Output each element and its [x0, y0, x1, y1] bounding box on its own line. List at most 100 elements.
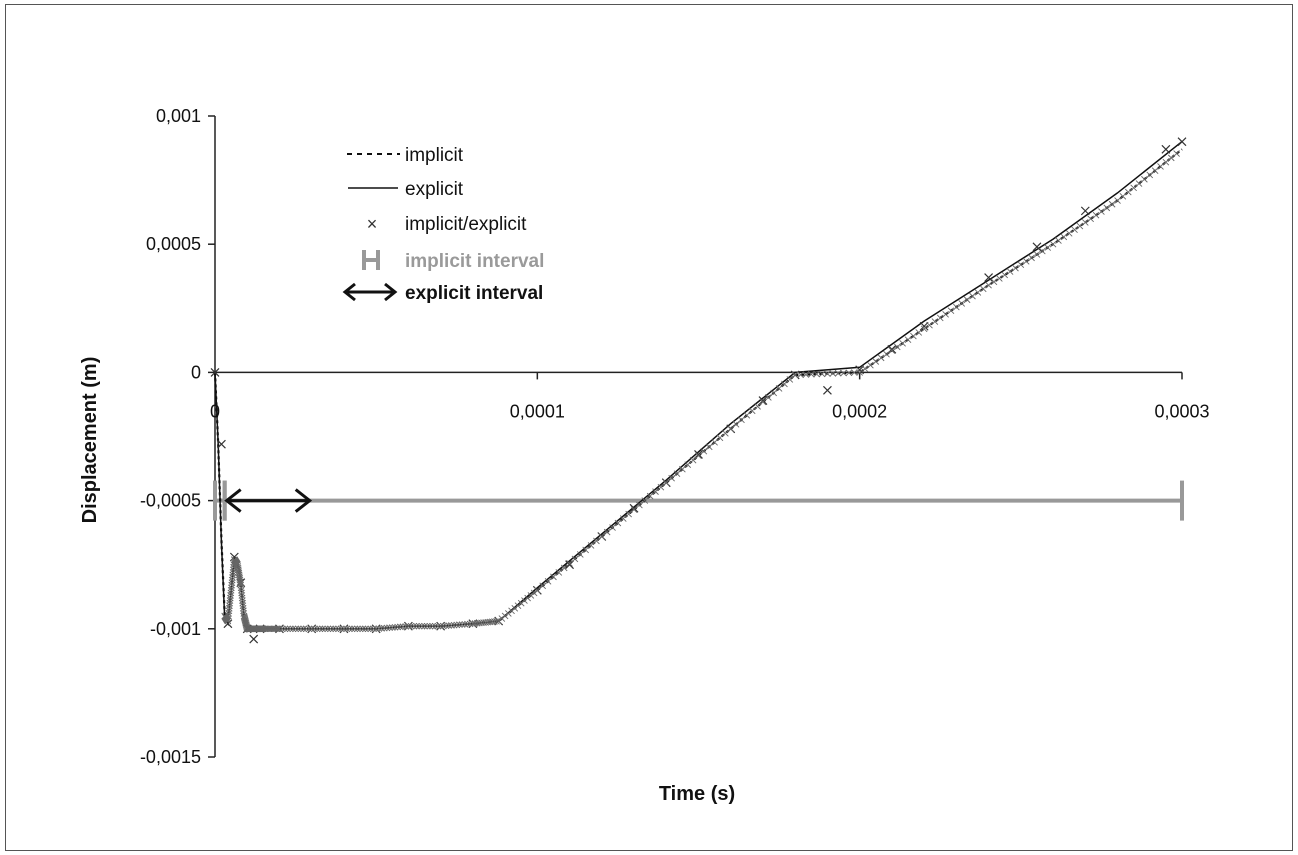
- legend-swatch-cross-icon: ×: [367, 214, 378, 234]
- data-point-marker: [313, 625, 321, 633]
- data-point-marker: [1103, 204, 1111, 212]
- data-point-marker: [550, 573, 557, 581]
- data-point-marker: [437, 622, 444, 630]
- data-point-marker: [775, 385, 783, 392]
- data-point-marker: [807, 371, 815, 378]
- data-point-marker: [1039, 247, 1046, 255]
- data-point-marker: [345, 625, 353, 633]
- data-point-marker: [311, 625, 318, 633]
- data-point-marker: [1108, 200, 1116, 208]
- y-tick-label: -0,0015: [140, 747, 201, 767]
- series-lines: [213, 141, 1183, 633]
- data-point-marker: [354, 625, 361, 633]
- data-point-marker: [394, 623, 401, 631]
- data-point-marker: [273, 625, 281, 633]
- data-point-marker: [899, 340, 906, 347]
- data-point-marker: [391, 623, 399, 631]
- data-point-marker: [364, 625, 372, 633]
- data-point-marker: [716, 434, 724, 442]
- data-point-marker: [705, 443, 713, 451]
- data-point-marker: [684, 461, 692, 469]
- data-point-marker: [963, 296, 971, 304]
- data-point-marker: [823, 385, 832, 395]
- data-point-marker: [372, 625, 380, 633]
- data-point-marker: [1022, 257, 1030, 265]
- data-point-marker: [765, 394, 772, 401]
- data-point-marker: [340, 625, 348, 633]
- data-point-marker: [249, 634, 259, 644]
- legend-swatch-implicit-interval-icon: [362, 250, 380, 270]
- data-point-marker: [582, 546, 590, 554]
- data-point-marker: [530, 589, 538, 597]
- data-point-marker: [571, 555, 579, 563]
- data-point-marker: [1098, 208, 1105, 215]
- data-point-marker: [367, 625, 375, 633]
- data-point-marker: [410, 622, 418, 630]
- data-point-marker: [348, 625, 356, 633]
- data-point-marker: [609, 524, 616, 531]
- data-point-marker: [829, 370, 837, 377]
- data-point-marker: [461, 620, 469, 628]
- data-point-marker: [845, 369, 853, 377]
- data-point-marker: [711, 438, 718, 446]
- x-tick-label: 0,0001: [510, 401, 565, 421]
- data-point-marker: [383, 624, 391, 632]
- data-point-marker: [652, 488, 659, 495]
- data-point-marker: [308, 625, 316, 633]
- data-point-marker: [641, 497, 649, 504]
- axes: [208, 115, 1183, 758]
- data-point-marker: [378, 625, 385, 632]
- legend-swatch-explicit-interval-icon: [342, 282, 398, 302]
- data-point-marker: [872, 358, 880, 365]
- data-point-marker: [493, 618, 500, 625]
- data-point-marker: [405, 622, 412, 630]
- data-point-marker: [560, 564, 568, 572]
- data-point-marker: [689, 456, 697, 464]
- data-point-marker: [448, 622, 455, 629]
- data-point-marker: [319, 625, 326, 633]
- data-point-marker: [781, 380, 788, 388]
- data-point-marker: [421, 622, 428, 630]
- data-point-marker: [332, 625, 340, 633]
- data-point-marker: [802, 371, 810, 378]
- data-point-marker: [861, 365, 869, 373]
- data-point-marker: [566, 560, 573, 567]
- data-point-marker: [501, 612, 509, 620]
- data-point-marker: [1135, 180, 1143, 187]
- data-point-marker: [985, 281, 992, 289]
- data-point-marker: [920, 325, 928, 333]
- data-point-marker: [1087, 215, 1094, 223]
- data-point-marker: [1119, 193, 1127, 200]
- data-point-marker: [754, 403, 761, 410]
- data-point-marker: [1114, 197, 1121, 204]
- data-point-marker: [919, 321, 929, 331]
- legend-label-implicit: implicit: [405, 145, 464, 166]
- data-point-marker: [1076, 222, 1084, 230]
- data-point-marker: [856, 369, 863, 376]
- data-point-marker: [514, 602, 522, 610]
- data-point-marker: [759, 398, 767, 406]
- data-point-marker: [738, 416, 745, 424]
- data-point-marker: [1032, 242, 1042, 252]
- data-point-marker: [303, 625, 310, 633]
- data-point-marker: [386, 624, 393, 632]
- data-point-marker: [673, 470, 681, 477]
- explicit-interval-arrow: [224, 488, 313, 513]
- data-point-marker: [942, 310, 949, 318]
- data-point-marker: [1060, 233, 1068, 241]
- data-point-marker: [791, 371, 799, 379]
- data-point-marker: [294, 625, 302, 633]
- data-point-marker: [375, 625, 383, 632]
- data-point-marker: [1173, 150, 1180, 157]
- data-point-marker: [300, 625, 307, 633]
- data-point-marker: [743, 412, 751, 419]
- data-point-marker: [770, 389, 778, 397]
- data-point-marker: [517, 599, 525, 607]
- data-point-marker: [402, 623, 410, 630]
- data-point-marker: [974, 289, 982, 296]
- data-point-marker: [786, 376, 794, 383]
- data-point-marker: [464, 620, 471, 628]
- data-point-marker: [603, 528, 611, 536]
- data-point-marker: [953, 303, 960, 311]
